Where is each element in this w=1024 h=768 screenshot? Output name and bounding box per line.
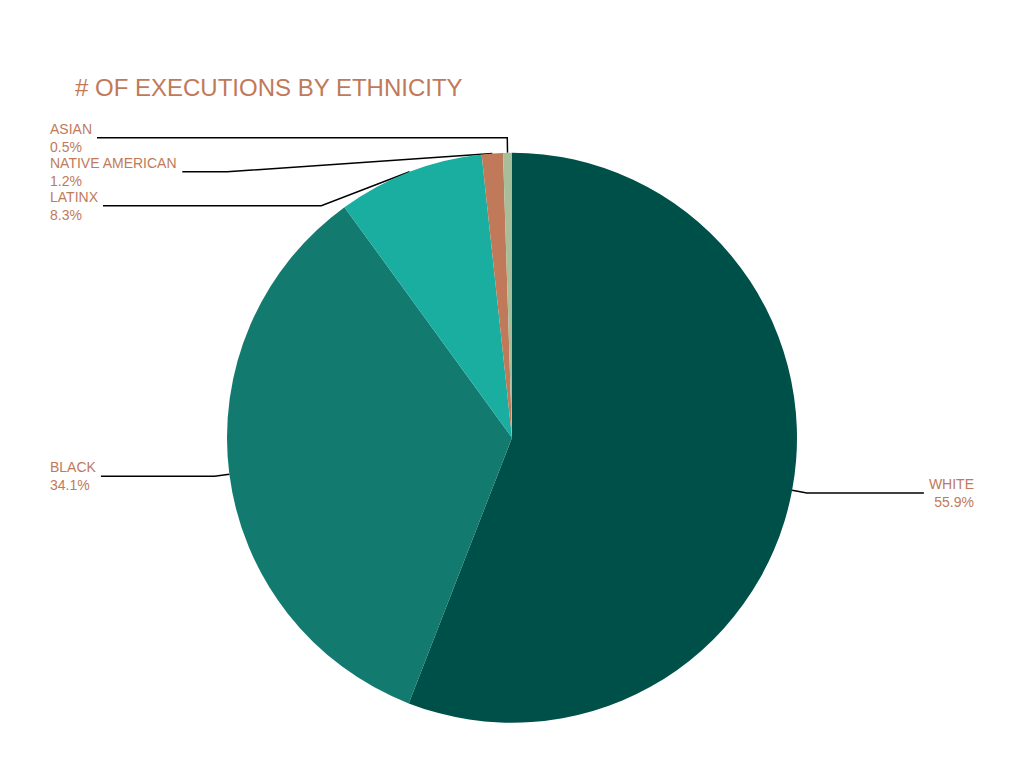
svg-text:# OF EXECUTIONS BY ETHNICITY: # OF EXECUTIONS BY ETHNICITY xyxy=(75,74,463,101)
svg-text:1.2%: 1.2% xyxy=(50,173,82,189)
svg-text:34.1%: 34.1% xyxy=(50,477,90,493)
svg-text:0.5%: 0.5% xyxy=(50,139,82,155)
svg-text:8.3%: 8.3% xyxy=(50,207,82,223)
svg-text:ASIAN: ASIAN xyxy=(50,121,92,137)
svg-text:BLACK: BLACK xyxy=(50,459,97,475)
svg-text:LATINX: LATINX xyxy=(50,189,99,205)
svg-text:WHITE: WHITE xyxy=(929,476,974,492)
svg-text:55.9%: 55.9% xyxy=(934,494,974,510)
svg-text:NATIVE AMERICAN: NATIVE AMERICAN xyxy=(50,155,177,171)
